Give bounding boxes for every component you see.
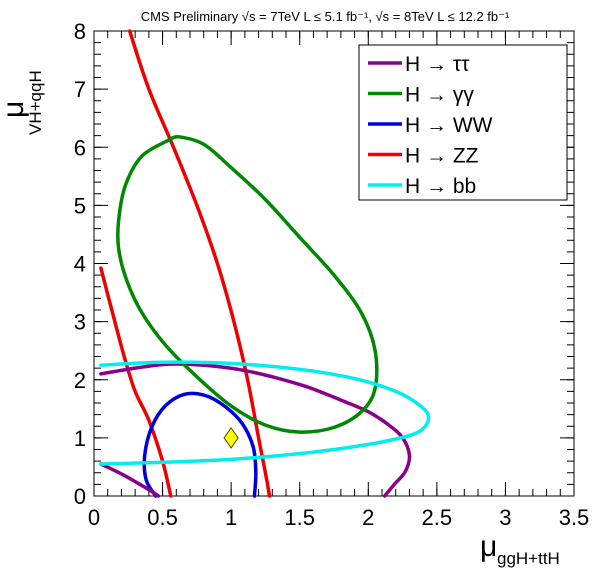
- y-tick-label: 5: [74, 193, 86, 218]
- x-tick-label: 3.5: [559, 505, 590, 530]
- sm-point-diamond: [223, 427, 239, 449]
- y-axis-label-subscript: VH+qqH: [26, 70, 45, 135]
- contour-tautau: [99, 362, 412, 498]
- x-axis-label-subscript: ggH+ttH: [497, 549, 560, 568]
- contour-ww: [142, 391, 258, 498]
- y-tick-label: 6: [74, 135, 86, 160]
- x-tick-label: 3: [499, 505, 511, 530]
- contour-tautau: [99, 462, 161, 498]
- x-axis-label: μ: [480, 530, 497, 563]
- y-tick-label: 8: [74, 19, 86, 44]
- y-tick-label: 3: [74, 310, 86, 335]
- legend-label-bb: H → bb: [405, 175, 476, 198]
- y-tick-label: 0: [74, 484, 86, 509]
- y-tick-label: 1: [74, 426, 86, 451]
- chart-title: CMS Preliminary √s = 7TeV L ≤ 5.1 fb⁻¹, …: [141, 9, 510, 24]
- legend: H → ττ H → γγ H → WW H → ZZ H → bb: [358, 44, 568, 201]
- axis-ticks: 0 0.5 1 1.5 2 2.5 3 3.5 0 1 2 3 4 5 6 7 8: [74, 19, 590, 530]
- x-tick-label: 0.5: [147, 505, 178, 530]
- x-tick-label: 1.5: [284, 505, 315, 530]
- x-tick-label: 2: [362, 505, 374, 530]
- contour-bb: [99, 360, 431, 466]
- legend-label-ww: H → WW: [405, 114, 493, 137]
- y-tick-label: 2: [74, 368, 86, 393]
- y-tick-label: 7: [74, 77, 86, 102]
- x-tick-label: 0: [88, 505, 100, 530]
- x-axis-title: μ ggH+ttH: [480, 530, 560, 568]
- legend-label-gammagamma: H → γγ: [405, 84, 474, 107]
- y-tick-label: 4: [74, 252, 86, 277]
- legend-label-tautau: H → ττ: [405, 53, 470, 76]
- contour-gammagamma: [115, 134, 379, 434]
- y-axis-label: μ: [0, 101, 30, 118]
- legend-label-zz: H → ZZ: [405, 145, 479, 168]
- contour-curves: [99, 29, 431, 498]
- y-axis-title: μ VH+qqH: [0, 70, 45, 135]
- x-tick-label: 1: [225, 505, 237, 530]
- x-tick-label: 2.5: [422, 505, 453, 530]
